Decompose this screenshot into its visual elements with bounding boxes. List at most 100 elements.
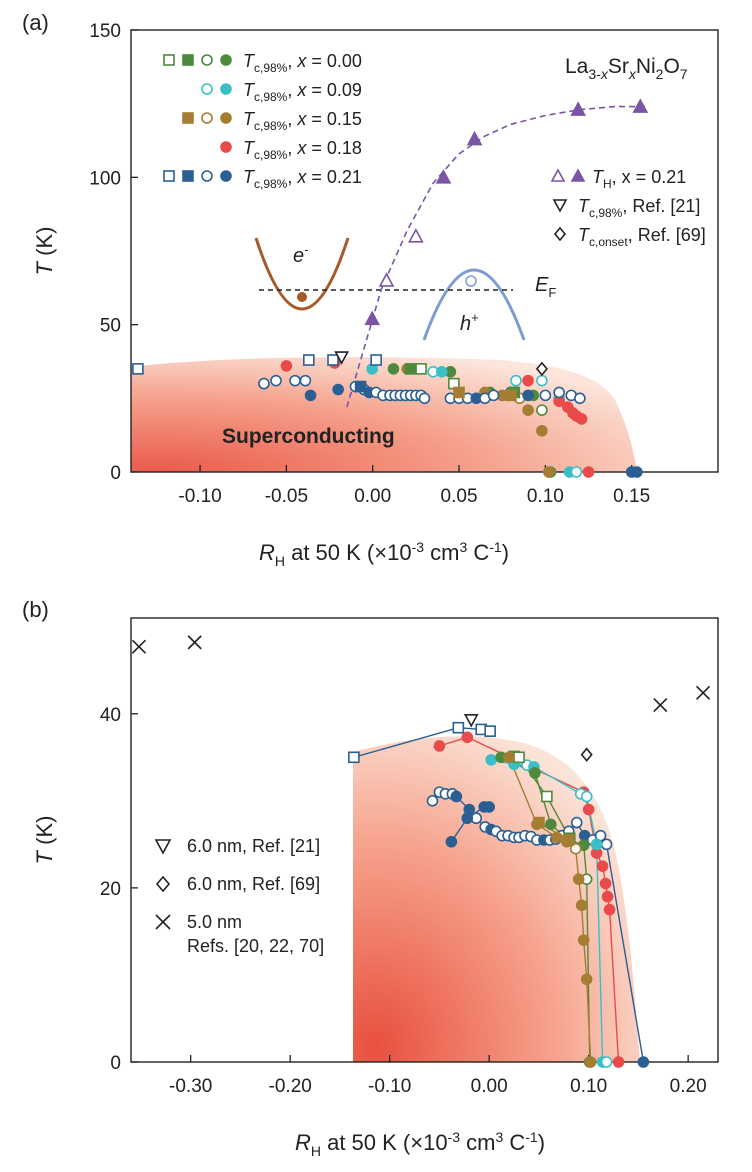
a-xtick-label: -0.05 [265,486,308,507]
series-line [508,757,592,1063]
data-point [348,751,360,764]
a-xtick-label: 0.10 [527,486,564,507]
b-xtick-label: -0.20 [269,1076,312,1097]
legend-marker [201,83,213,95]
data-point [332,383,344,396]
a-ytick-label: 150 [89,21,121,42]
data-point [570,101,586,116]
legend-a-left-label: Tc,98%, x = 0.18 [243,138,362,162]
data-point [582,466,595,478]
data-point [487,389,500,402]
data-point [580,747,593,762]
b-xtick-label: 0.00 [471,1076,508,1097]
data-point [529,767,541,779]
data-point [569,842,582,855]
data-point [131,639,147,654]
panel-b: (b) -0.30 -0.20 -0.10 0.00 0.10 0.20 0 20 40 6.0… [22,597,719,1159]
data-point [570,466,583,478]
legend-a-left-label: Tc,98%, x = 0.00 [243,51,362,75]
legend-a-left-label: Tc,98%, x = 0.09 [243,80,362,104]
data-point [572,873,585,885]
x-axis-title-a: RH at 50 K (×10-3 cm3 C-1) [259,539,509,569]
data-point [632,98,649,113]
data-point [364,310,381,326]
a-xtick-label: -0.10 [178,486,221,507]
a-xtick-label: 0.05 [441,486,478,507]
b-xtick-label: -0.30 [169,1076,212,1097]
data-point [378,272,395,287]
data-point [539,389,552,402]
legend-marker [220,112,232,124]
legend-b-label: 6.0 nm, Ref. [21] [187,836,320,856]
legend-marker [201,54,213,66]
data-point [334,351,349,365]
electron-band [254,237,350,311]
legend-a-right: TH, x = 0.21 Tc,98%, Ref. [21] Tc,onset, R… [550,167,706,249]
data-point [536,374,548,387]
legend-marker [182,54,194,66]
data-point [485,754,497,766]
hole-band [422,268,526,341]
legend-b-label: 6.0 nm, Ref. [69] [187,874,320,894]
a-ytick-label: 50 [100,316,121,337]
data-point [574,392,586,405]
data-point [280,360,293,372]
data-point [503,751,515,764]
data-point [404,363,417,375]
legend-a-right-label: TH, x = 0.21 [592,167,686,191]
data-point [304,389,317,402]
data-point [562,834,575,846]
legend-b-label: 5.0 nm [187,912,242,932]
data-point [570,816,583,829]
legend-marker [155,914,171,930]
superconducting-label: Superconducting [222,425,395,448]
legend-b: 6.0 nm, Ref. [21] 6.0 nm, Ref. [69] 5.0 nm… [154,836,324,956]
hole-dot [465,275,477,287]
y-axis-title-a: T (K) [32,227,57,276]
b-ytick-label: 0 [110,1053,121,1074]
data-point [461,731,474,744]
data-point [289,374,301,387]
data-point [631,466,643,478]
data-point [580,973,593,986]
data-point [418,392,431,405]
data-point [433,740,446,752]
hole-label: h+ [460,310,479,335]
data-point [551,831,563,844]
data-point [580,790,593,803]
data-point [466,130,483,146]
data-point [533,816,545,829]
legend-a-right-label: Tc,98%, Ref. [21] [578,196,700,220]
data-point [637,1056,650,1068]
legend-marker [553,226,567,242]
data-point [535,361,548,377]
legend-marker [163,170,175,182]
data-point [577,934,590,946]
data-point [553,386,565,399]
data-point [603,903,616,916]
data-point [132,363,144,375]
superconducting-region-a [131,357,637,472]
data-point [453,386,465,399]
legend-a-left-label: Tc,98%, x = 0.15 [243,109,362,133]
legend-marker [570,168,586,182]
a-ytick-label: 100 [89,168,121,189]
data-point [426,795,439,807]
data-point [187,635,202,650]
legend-marker [201,170,213,182]
a-ytick-label: 0 [110,463,121,484]
legend-a-left: Tc,98%, x = 0.00 Tc,98%, x = 0.09 Tc,98%, … [163,51,362,191]
data-point [303,354,315,366]
data-point [463,714,479,728]
electron-dot [297,292,307,302]
legend-marker [550,168,566,182]
data-point [536,424,548,437]
data-point [545,818,557,831]
plot-frame-b [130,617,719,1063]
legend-a-right-label: Tc,onset, Ref. [69] [578,225,706,249]
legend-marker [182,112,194,124]
data-point [435,169,452,184]
a-xtick-label: 0.15 [613,486,650,507]
data-point [696,685,711,700]
